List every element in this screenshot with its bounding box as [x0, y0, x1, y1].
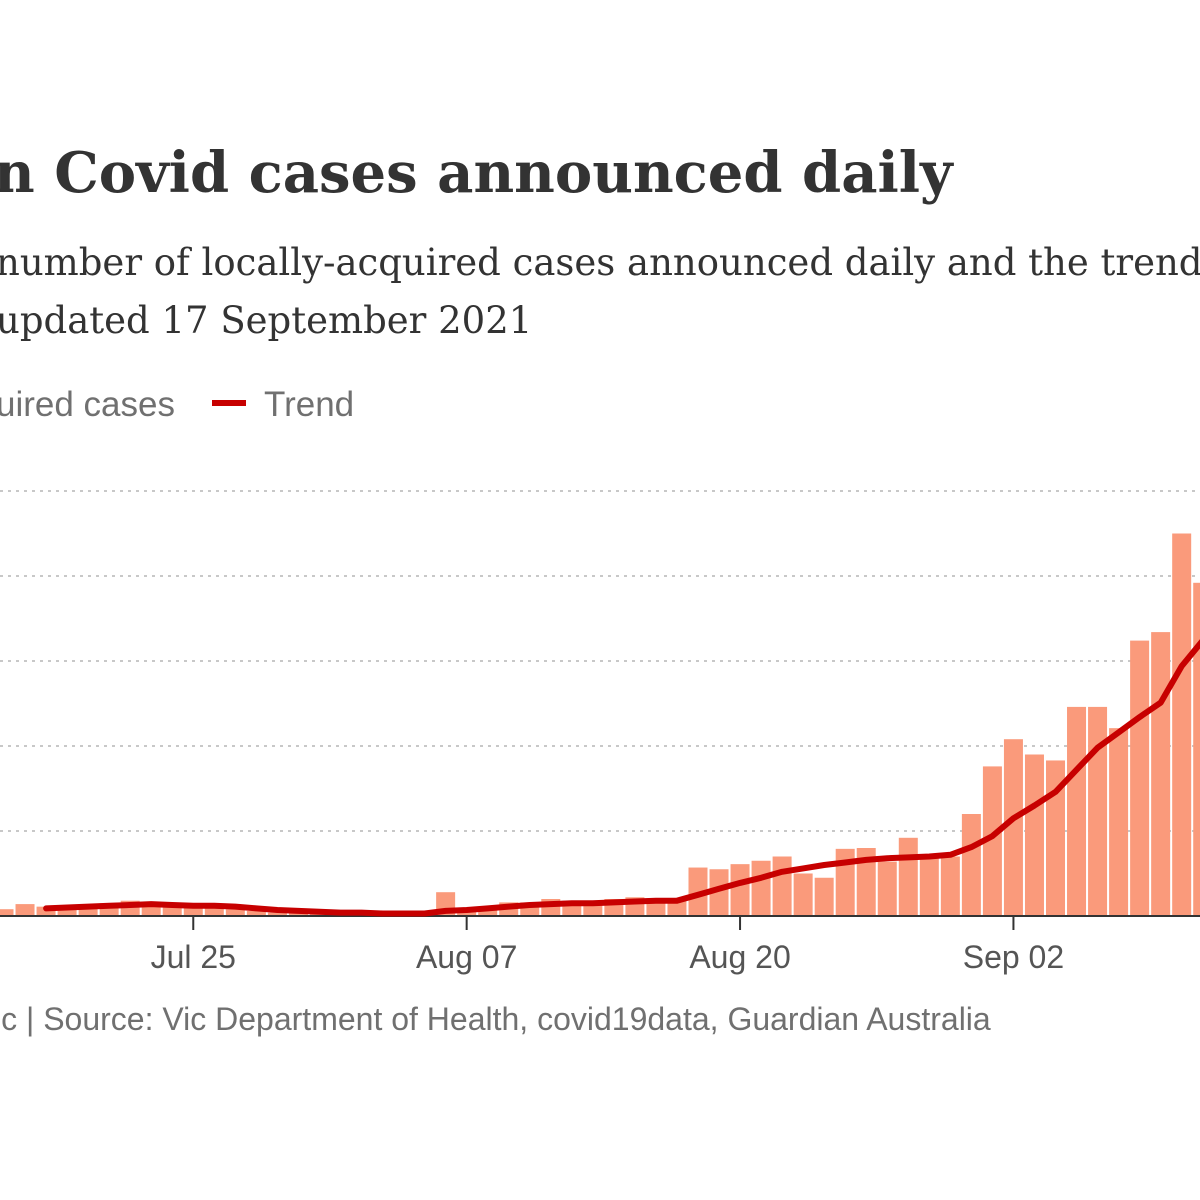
bar — [1109, 728, 1129, 916]
bar — [457, 910, 477, 916]
chart-subtitle: number of locally-acquired cases announc… — [0, 241, 1200, 284]
legend-label: Trend — [264, 385, 354, 424]
bar — [730, 864, 750, 916]
trend-line — [43, 639, 1200, 917]
x-tick-label: Sep 02 — [963, 939, 1064, 975]
bar — [814, 877, 834, 916]
bar — [793, 873, 813, 916]
chart-subtitle: updated 17 September 2021 — [0, 299, 532, 342]
bar — [940, 856, 960, 916]
chart-title: n Covid cases announced daily — [0, 140, 954, 206]
bar — [0, 909, 14, 916]
bar — [919, 858, 939, 916]
bar — [982, 766, 1002, 916]
bar — [709, 869, 729, 916]
bar — [772, 856, 792, 916]
bar — [1130, 640, 1150, 916]
x-tick-label: Aug 20 — [689, 939, 790, 975]
bar — [1067, 706, 1087, 916]
bar — [162, 906, 182, 916]
bar — [246, 910, 266, 916]
bar — [141, 904, 161, 916]
bar — [1172, 533, 1192, 916]
bar — [1024, 754, 1044, 916]
bar — [267, 912, 287, 916]
bar — [1003, 739, 1023, 916]
bar — [15, 904, 35, 916]
bar — [78, 906, 98, 916]
bar — [204, 906, 224, 916]
x-tick-label: Jul 25 — [151, 939, 236, 975]
bar — [1088, 706, 1108, 916]
bar — [961, 814, 981, 916]
bar — [57, 908, 77, 916]
bar — [898, 837, 918, 916]
x-tick-label: Aug 07 — [416, 939, 517, 975]
bar — [1046, 760, 1065, 916]
bar — [877, 861, 897, 916]
source-note: ic | Source: Vic Department of Health, c… — [0, 1001, 991, 1037]
bar — [751, 860, 771, 916]
bar — [1151, 632, 1171, 916]
legend-label: uired cases — [0, 385, 175, 424]
bar — [1193, 582, 1200, 916]
bar — [183, 906, 203, 916]
bar — [225, 909, 245, 916]
bar — [856, 848, 876, 916]
